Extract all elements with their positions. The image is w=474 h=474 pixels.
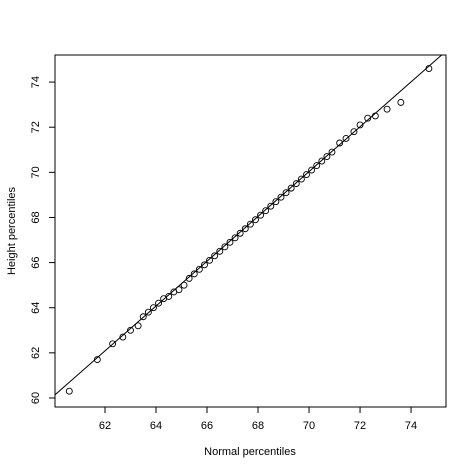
point [397,98,405,106]
x-tick-label: 64 [150,420,162,432]
point [323,153,331,160]
point [195,265,203,273]
point [282,189,290,197]
reference-line [55,55,443,396]
y-tick-label: 74 [30,76,42,88]
y-tick-label: 60 [30,392,42,404]
point [303,171,310,179]
point [93,356,101,364]
point [246,220,254,228]
point [190,270,198,278]
point [272,198,280,206]
point [277,193,285,201]
point [328,148,336,156]
point [216,247,224,255]
point [236,229,244,237]
point [150,304,157,312]
point [119,333,127,341]
x-tick-label: 74 [405,420,417,432]
y-tick-label: 62 [30,347,42,359]
y-tick-label: 72 [30,121,42,133]
point [185,274,193,282]
point [109,340,117,348]
point [134,322,142,330]
plot-frame [54,54,447,408]
y-tick-label: 64 [30,302,42,314]
x-tick-label: 72 [354,420,366,432]
point [383,105,391,113]
point [180,281,188,289]
point [127,326,134,334]
y-tick-label: 70 [30,166,42,178]
point [226,238,234,246]
point [371,112,379,120]
x-tick-label: 68 [252,420,264,432]
point [267,202,275,210]
point [252,216,259,224]
point [350,128,358,136]
point [425,65,433,72]
point [292,180,300,188]
point [231,234,239,242]
point [297,175,305,183]
y-tick-label: 68 [30,211,42,223]
point [336,139,344,147]
y-axis-label: Height percentiles [6,186,18,275]
point [262,207,270,215]
point [165,292,173,300]
point [175,286,183,294]
point [155,299,163,307]
point [65,387,73,395]
x-tick-label: 70 [303,420,315,432]
point [144,308,152,316]
x-tick-label: 66 [201,420,213,432]
point [356,121,364,129]
point [318,157,326,165]
point [287,184,295,192]
point [241,225,249,233]
point [206,256,214,264]
point [201,261,208,269]
point [257,211,265,219]
point [139,313,147,321]
point [342,135,350,142]
point [364,114,372,122]
x-tick-label: 62 [99,420,111,432]
point [313,162,321,170]
y-tick-label: 66 [30,256,42,268]
point [221,243,229,251]
x-axis-label: Normal percentiles [204,446,296,458]
point [308,166,316,174]
point [211,252,219,260]
